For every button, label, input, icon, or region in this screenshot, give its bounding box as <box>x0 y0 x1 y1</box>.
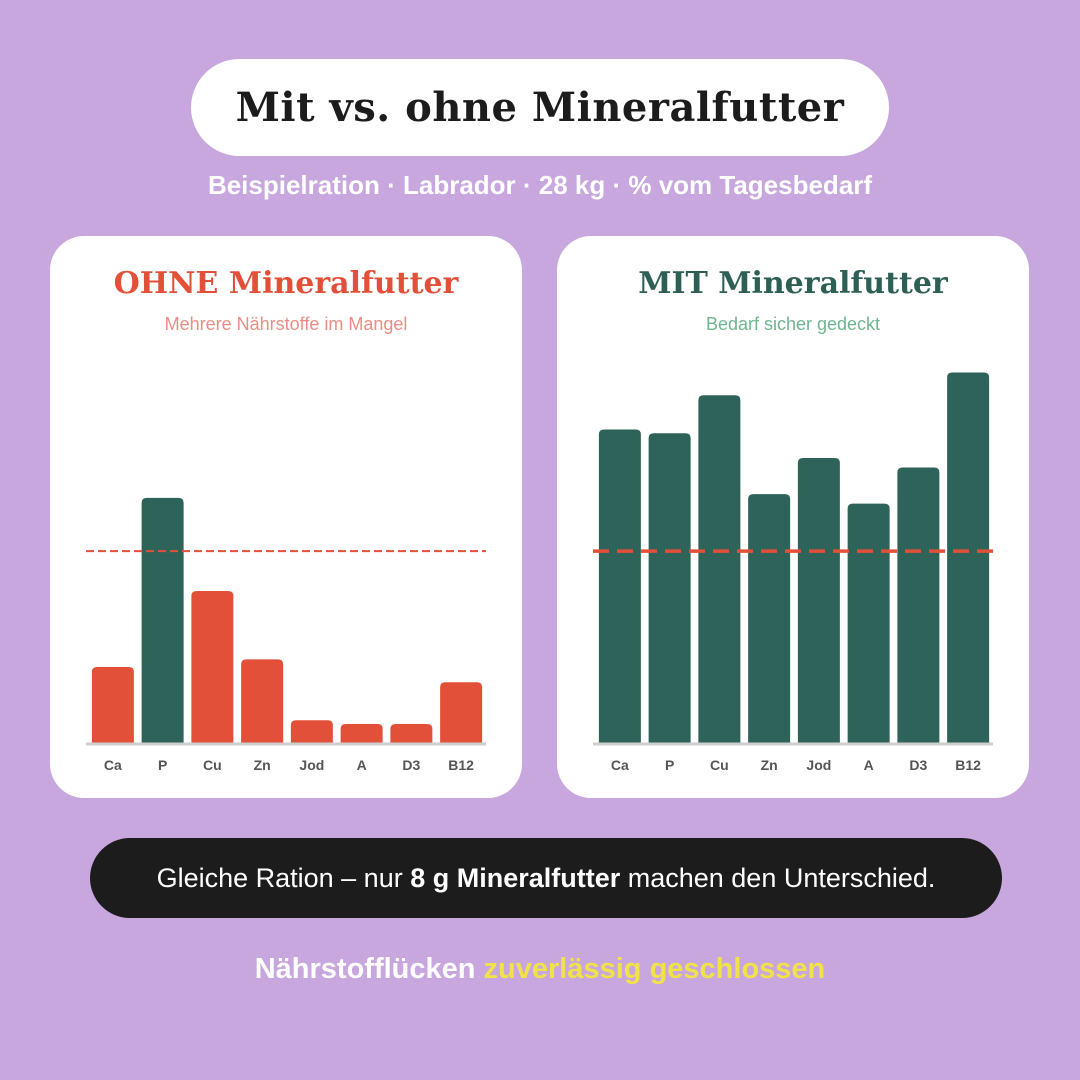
tick-label-ca: Ca <box>611 757 629 773</box>
tick-label-zn: Zn <box>761 757 778 773</box>
bar-p <box>141 497 184 743</box>
bar-p <box>648 433 691 743</box>
footer-text: Nährstofflücken <box>254 953 484 985</box>
chart-subtitle-without: Mehrere Nährstoffe im Mangel <box>164 314 408 334</box>
tick-label-b12: B12 <box>448 757 474 773</box>
tick-label-a: A <box>357 757 367 773</box>
tick-label-cu: Cu <box>203 757 222 773</box>
tick-label-zn: Zn <box>254 757 271 773</box>
bar-a <box>847 503 890 743</box>
summary-text-1: Gleiche Ration – nur <box>156 862 411 893</box>
chart-title-with: MIT Mineralfutter <box>638 266 948 301</box>
chart-card-with: MIT Mineralfutter Bedarf sicher gedeckt … <box>557 236 1029 798</box>
bar-chart-without: Ca P Cu Zn Jod A D3 B12 <box>86 497 486 773</box>
chart-title-without: OHNE Mineralfutter <box>113 266 459 301</box>
bar-zn <box>748 494 791 743</box>
summary-banner: Gleiche Ration – nur 8 g Mineralfutter m… <box>90 838 1002 918</box>
bar-b12 <box>440 682 483 743</box>
bar-ca <box>598 429 641 743</box>
bar-cu <box>191 591 234 743</box>
summary-text-bold: 8 g Mineralfutter <box>410 862 621 893</box>
tick-label-p: P <box>158 757 167 773</box>
tick-label-d3: D3 <box>909 757 927 773</box>
bar-ca <box>91 667 134 743</box>
footer-tagline: Nährstofflücken zuverlässig geschlossen <box>0 953 1080 986</box>
bar-chart-with: Ca P Cu Zn Jod A D3 B12 <box>593 372 993 773</box>
page-title: Mit vs. ohne Mineralfutter <box>235 84 845 131</box>
title-pill: Mit vs. ohne Mineralfutter <box>191 59 889 156</box>
tick-label-jod: Jod <box>299 757 324 773</box>
summary-text-2: machen den Unterschied. <box>620 862 936 893</box>
tick-label-jod: Jod <box>806 757 831 773</box>
bar-jod <box>797 458 840 743</box>
bar-b12 <box>947 372 990 743</box>
bar-a <box>340 724 383 743</box>
tick-label-b12: B12 <box>955 757 981 773</box>
page-subtitle: Beispielration · Labrador · 28 kg · % vo… <box>207 170 873 200</box>
tick-label-p: P <box>665 757 674 773</box>
chart-card-without: OHNE Mineralfutter Mehrere Nährstoffe im… <box>50 236 522 798</box>
tick-label-ca: Ca <box>104 757 122 773</box>
bar-d3 <box>390 724 433 743</box>
bar-zn <box>241 659 284 743</box>
bar-d3 <box>897 467 940 743</box>
bar-jod <box>290 720 333 743</box>
tick-label-d3: D3 <box>402 757 420 773</box>
chart-subtitle-with: Bedarf sicher gedeckt <box>705 314 881 334</box>
tick-label-a: A <box>864 757 874 773</box>
footer-highlight: zuverlässig geschlossen <box>483 953 826 985</box>
bar-cu <box>698 395 741 743</box>
tick-label-cu: Cu <box>710 757 729 773</box>
